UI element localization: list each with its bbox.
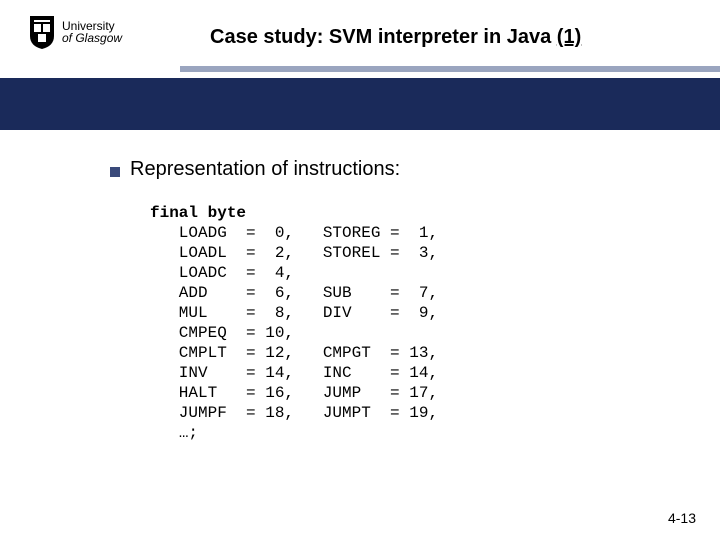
code-rows: LOADG = 0, STOREG = 1, LOADL = 2, STOREL… — [150, 224, 438, 422]
navy-band — [0, 78, 720, 130]
slide-content: Representation of instructions: final by… — [0, 130, 720, 443]
logo-text: University of Glasgow — [62, 20, 122, 44]
university-logo: University of Glasgow — [28, 14, 122, 50]
shield-icon — [28, 14, 56, 50]
page-number: 4-13 — [668, 510, 696, 526]
title-underlined: (1) — [557, 26, 581, 48]
code-block: final byte LOADG = 0, STOREG = 1, LOADL … — [150, 203, 680, 443]
code-keywords: final byte — [150, 204, 246, 222]
logo-line2: of Glasgow — [62, 32, 122, 44]
bullet-row: Representation of instructions: — [110, 158, 680, 181]
code-tail: …; — [179, 424, 198, 442]
slide-title: Case study: SVM interpreter in Java (1) — [210, 26, 581, 49]
bullet-text: Representation of instructions: — [130, 158, 400, 181]
bullet-square-icon — [110, 167, 120, 177]
title-main: Case study: SVM interpreter in Java — [210, 26, 557, 48]
grey-accent-line — [180, 66, 720, 72]
